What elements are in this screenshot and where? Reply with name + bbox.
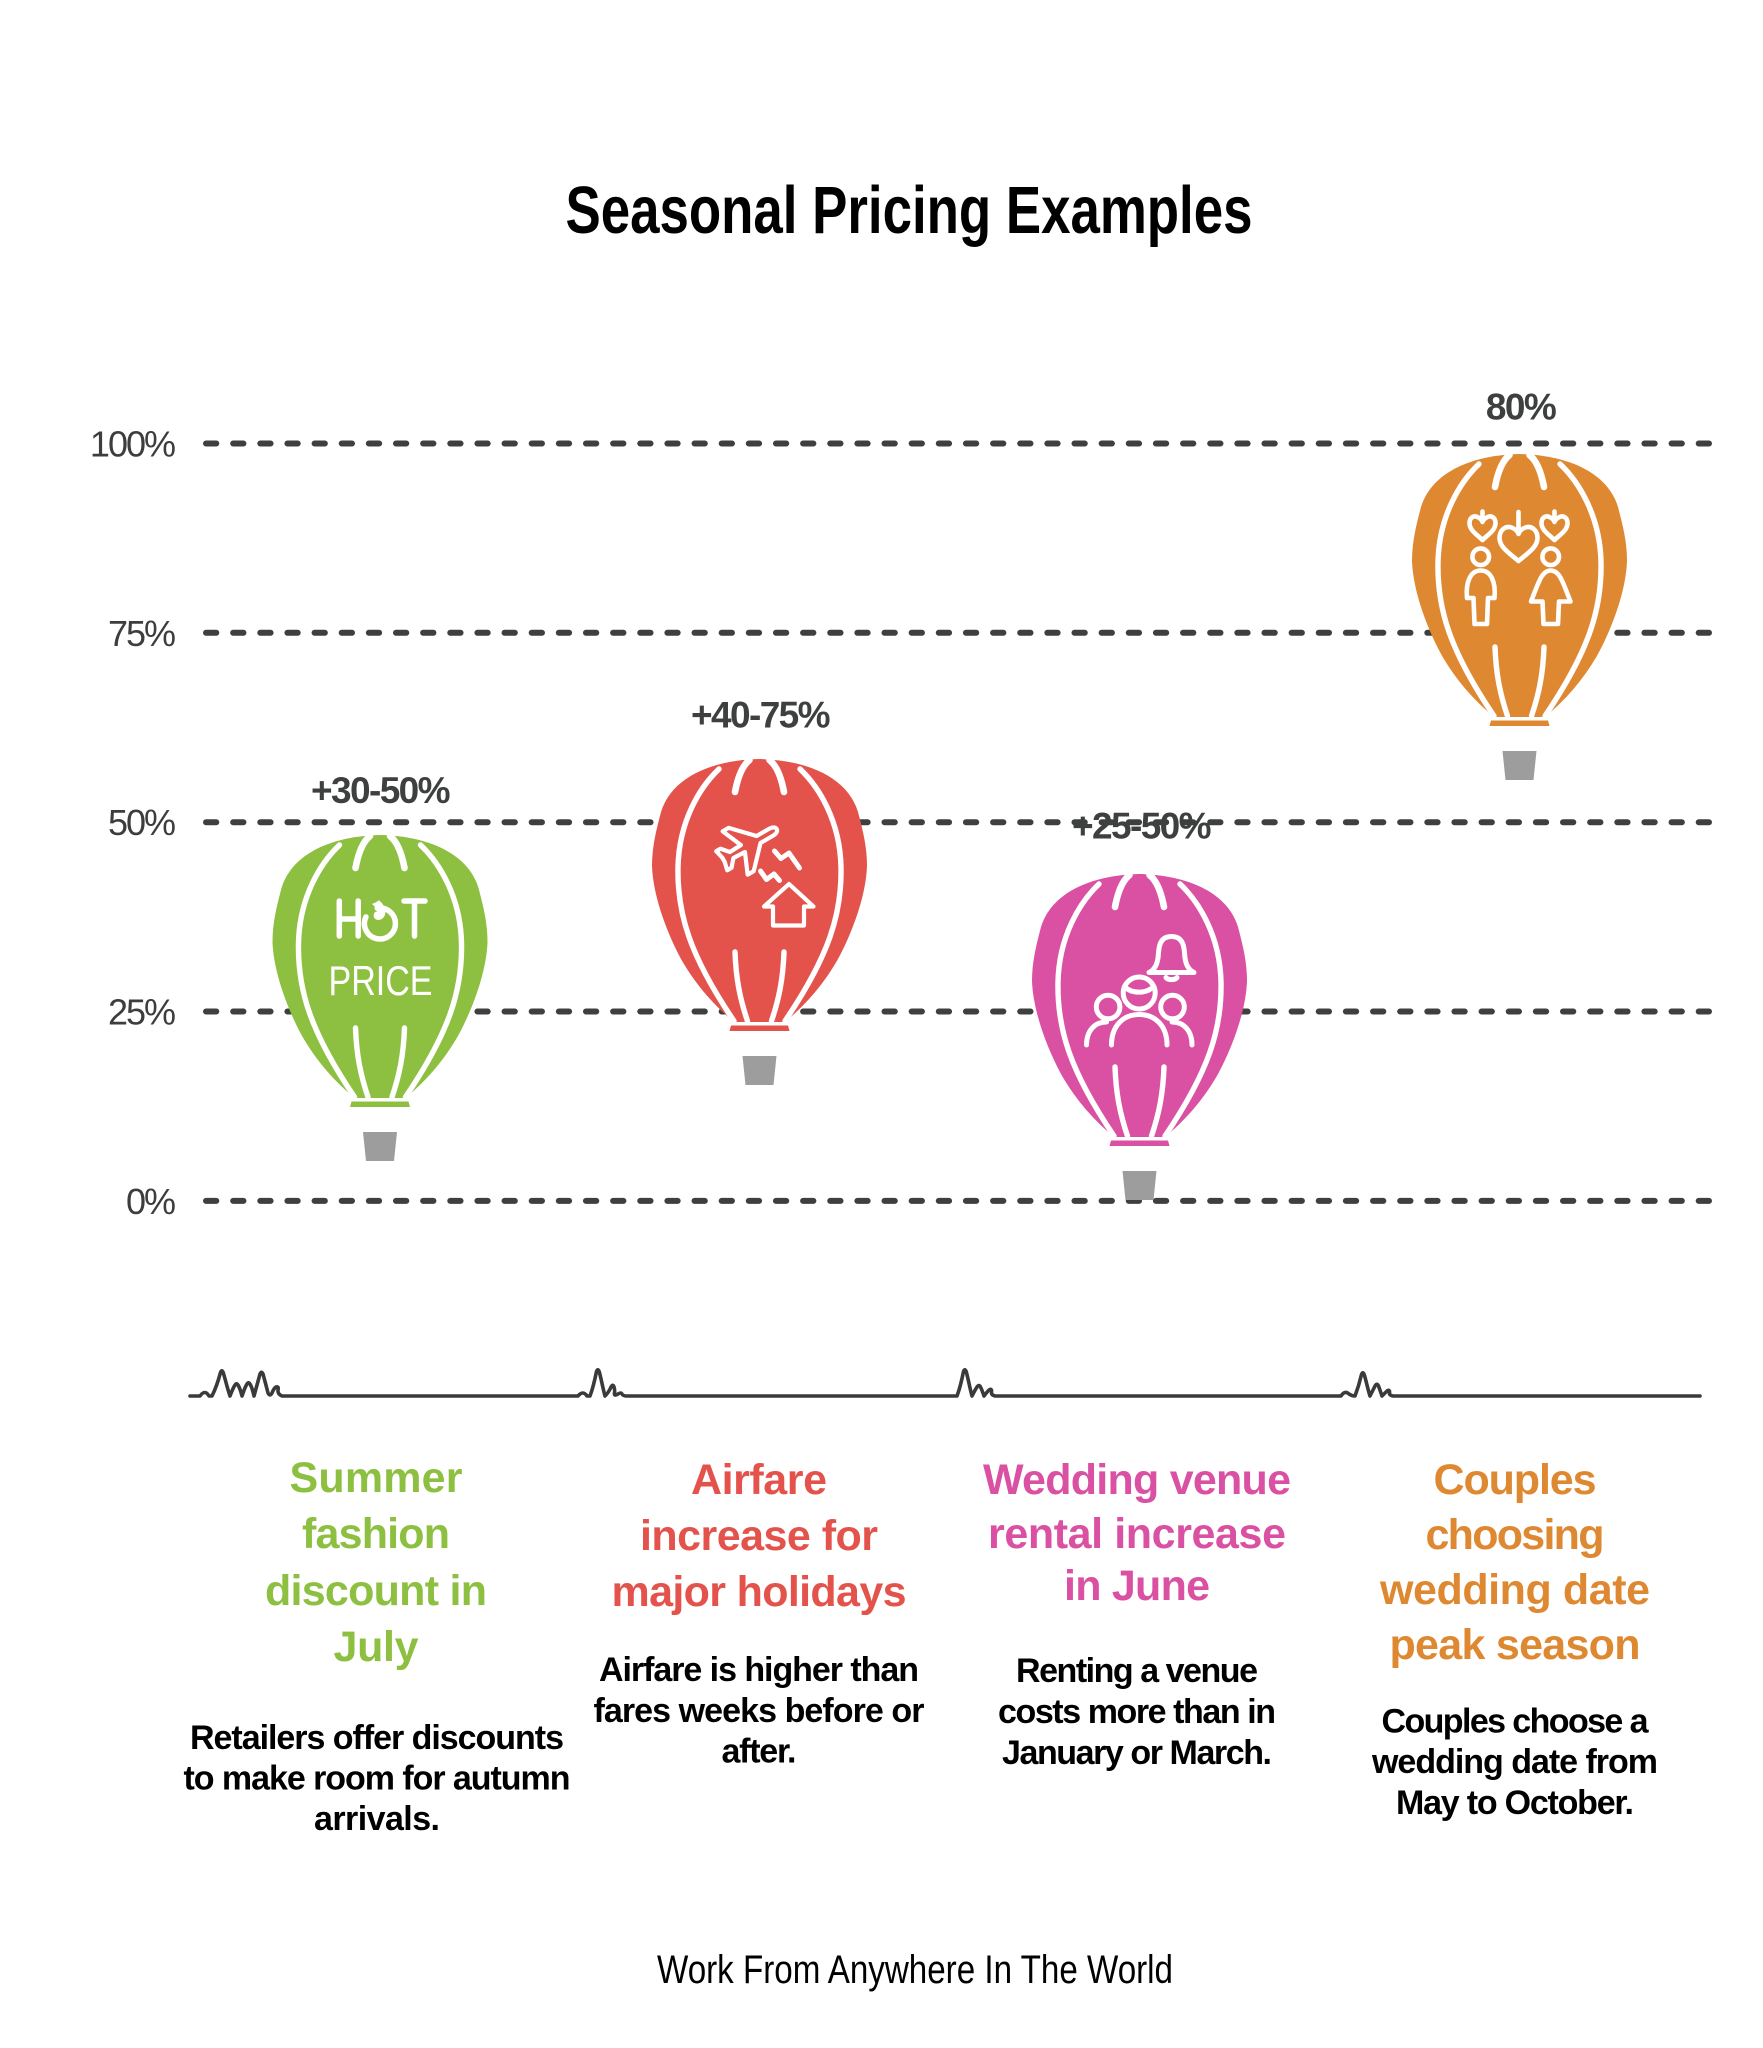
svg-text:50%: 50% — [108, 802, 175, 843]
svg-text:May to October.: May to October. — [1396, 1784, 1634, 1822]
svg-text:major holidays: major holidays — [612, 1568, 907, 1616]
svg-text:arrivals.: arrivals. — [314, 1800, 440, 1838]
svg-text:80%: 80% — [1486, 387, 1556, 428]
svg-text:Seasonal Pricing Examples: Seasonal Pricing Examples — [566, 173, 1253, 248]
svg-text:25%: 25% — [108, 992, 175, 1033]
svg-text:rental increase: rental increase — [988, 1510, 1286, 1558]
svg-text:Airfare: Airfare — [691, 1456, 827, 1504]
svg-text:in June: in June — [1064, 1562, 1210, 1610]
svg-text:fashion: fashion — [302, 1510, 450, 1558]
svg-text:+25-50%: +25-50% — [1072, 806, 1211, 847]
svg-text:100%: 100% — [90, 424, 175, 465]
svg-text:0%: 0% — [126, 1181, 175, 1222]
svg-text:Couples choose a: Couples choose a — [1382, 1703, 1650, 1741]
svg-text:Summer: Summer — [290, 1454, 463, 1502]
svg-text:Renting a venue: Renting a venue — [1016, 1652, 1258, 1690]
svg-text:+30-50%: +30-50% — [311, 770, 450, 811]
svg-text:75%: 75% — [108, 613, 175, 654]
svg-text:choosing: choosing — [1426, 1511, 1605, 1559]
svg-text:increase for: increase for — [640, 1512, 878, 1560]
svg-text:costs more than in: costs more than in — [998, 1693, 1276, 1731]
svg-text:PRICE: PRICE — [329, 957, 433, 1004]
svg-text:January or March.: January or March. — [1002, 1734, 1272, 1772]
svg-text:Couples: Couples — [1434, 1456, 1597, 1504]
svg-text:discount in: discount in — [265, 1567, 487, 1615]
svg-text:after.: after. — [722, 1733, 797, 1771]
svg-text:+40-75%: +40-75% — [691, 695, 830, 736]
svg-text:Airfare is higher than: Airfare is higher than — [599, 1651, 919, 1689]
svg-text:Work From Anywhere In The Worl: Work From Anywhere In The World — [657, 1948, 1173, 1992]
svg-text:wedding date from: wedding date from — [1371, 1743, 1658, 1781]
svg-text:to make room for autumn: to make room for autumn — [184, 1760, 571, 1798]
svg-text:Retailers offer discounts: Retailers offer discounts — [190, 1719, 564, 1757]
svg-text:peak season: peak season — [1390, 1621, 1641, 1669]
svg-text:July: July — [334, 1623, 419, 1671]
svg-text:wedding date: wedding date — [1379, 1566, 1650, 1614]
svg-text:fares weeks before or: fares weeks before or — [594, 1692, 925, 1730]
svg-text:Wedding venue: Wedding venue — [983, 1456, 1291, 1504]
